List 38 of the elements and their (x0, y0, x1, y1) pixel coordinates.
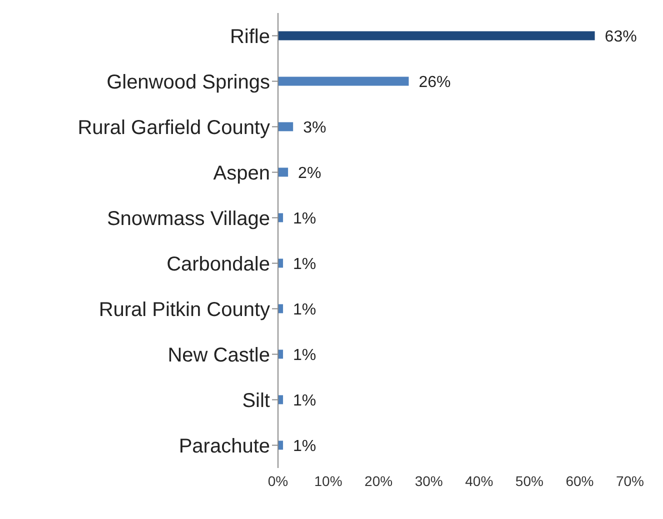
bar (278, 213, 284, 222)
x-tick-label: 10% (314, 472, 342, 489)
y-tick-label: Parachute (178, 435, 270, 458)
bar (278, 258, 284, 268)
data-label: 63% (604, 28, 637, 46)
y-tick-label: Rural Garfield County (78, 116, 270, 139)
x-tick-label: 40% (465, 472, 494, 489)
x-tick-label: 30% (414, 472, 443, 489)
x-tick-label: 0% (268, 472, 288, 489)
x-tick-label: 60% (566, 472, 594, 489)
bar (278, 122, 294, 132)
y-tick-label: Rifle (230, 26, 270, 48)
y-tick-label: Snowmass Village (106, 208, 270, 230)
x-tick-label: 70% (616, 472, 644, 489)
bar (278, 350, 284, 359)
bar (278, 304, 284, 314)
data-label: 1% (293, 392, 316, 410)
data-label: 3% (303, 119, 326, 136)
data-label: 1% (293, 210, 316, 228)
bar (278, 440, 284, 450)
bar (278, 31, 595, 40)
bar (278, 395, 284, 404)
data-label: 2% (298, 164, 322, 182)
y-tick-label: Carbondale (166, 253, 270, 276)
y-tick-label: Glenwood Springs (106, 71, 270, 94)
x-tick-label: 20% (364, 472, 393, 489)
y-tick-label: Silt (242, 390, 270, 412)
y-tick-label: New Castle (168, 344, 270, 366)
data-label: 1% (293, 438, 316, 455)
x-tick-label: 50% (515, 472, 544, 489)
bar (278, 168, 288, 177)
data-label: 1% (293, 256, 316, 273)
data-label: 26% (418, 74, 451, 91)
y-tick-label: Aspen (213, 162, 270, 184)
data-label: 1% (293, 301, 316, 318)
bar (278, 76, 409, 86)
y-tick-label: Rural Pitkin County (98, 298, 270, 321)
data-label: 1% (293, 346, 316, 364)
